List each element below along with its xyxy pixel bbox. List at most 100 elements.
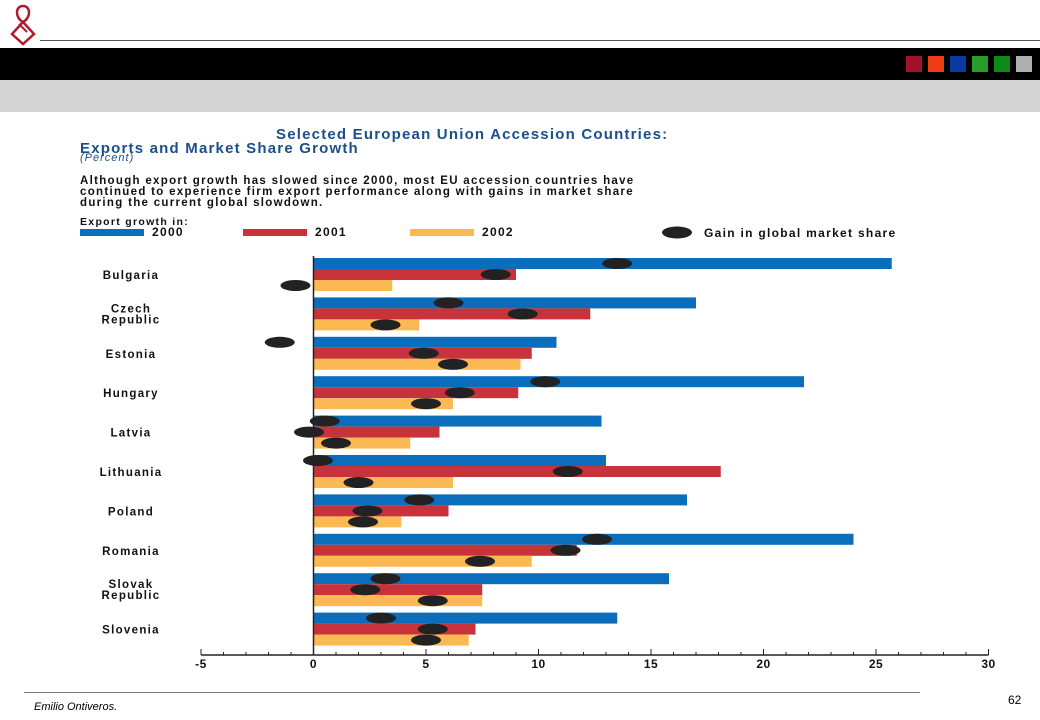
x-tick-label: 0 (310, 657, 317, 671)
color-squares (906, 56, 1032, 72)
legend-swatch-2000 (80, 229, 144, 236)
x-tick-label: 20 (756, 657, 770, 671)
color-square (994, 56, 1010, 72)
market-share-marker (552, 466, 583, 477)
market-share-marker (303, 455, 333, 466)
category-label: Romania (102, 546, 160, 558)
chart-description: Although export growth has slowed since … (80, 175, 1000, 209)
market-share-marker (582, 533, 612, 545)
legend-label-2002: 2002 (482, 225, 514, 239)
bar-2001 (313, 387, 519, 399)
market-share-marker (417, 595, 448, 607)
x-tick-label: 25 (869, 657, 883, 671)
market-share-marker (550, 544, 581, 556)
chart-subtitle: (Percent) (80, 152, 135, 164)
legend-marker-market-share (662, 226, 692, 239)
bar-2002 (313, 477, 453, 488)
market-share-marker (433, 297, 464, 309)
color-square (972, 56, 988, 72)
legend-swatch-2001 (243, 229, 307, 236)
bar-2000 (313, 415, 602, 427)
legend-swatch-2002 (410, 229, 474, 236)
category-label: Slovak (109, 579, 154, 591)
category-label: Slovenia (102, 625, 160, 637)
legend-label-2000: 2000 (152, 225, 184, 239)
bar-2002 (313, 634, 469, 646)
bar-2001 (313, 269, 516, 280)
x-tick-label: 5 (422, 657, 429, 671)
category-label: Bulgaria (103, 270, 159, 282)
chart-title: Selected European Union Accession Countr… (80, 126, 669, 157)
legend-label-2001: 2001 (315, 225, 347, 239)
market-share-marker (370, 319, 401, 331)
market-share-marker (294, 426, 324, 438)
market-share-marker (438, 358, 468, 370)
bar-2002 (313, 555, 532, 567)
export-growth-label: Export growth in: (80, 216, 190, 228)
category-label: Republic (102, 314, 161, 326)
footer-author: Emilio Ontiveros. (34, 701, 118, 713)
market-share-marker (352, 505, 383, 517)
market-share-marker (348, 516, 378, 528)
company-logo-icon (10, 4, 36, 46)
x-tick-label: 10 (531, 657, 545, 671)
color-square (906, 56, 922, 72)
market-share-marker (264, 336, 295, 348)
bar-2000 (313, 297, 696, 309)
market-share-marker (370, 573, 401, 585)
color-square (1016, 56, 1032, 72)
bar-2000 (313, 573, 669, 585)
category-label: Latvia (110, 428, 151, 440)
header-rule (40, 40, 1040, 41)
market-share-marker (343, 477, 374, 488)
category-label: Poland (108, 506, 154, 518)
market-share-marker (411, 398, 441, 410)
bar-2000 (313, 612, 618, 624)
bar-2001 (313, 308, 591, 320)
color-square (950, 56, 966, 72)
page-number: 62 (1008, 693, 1022, 707)
bar-2002 (313, 280, 393, 291)
bar-2002 (313, 319, 420, 331)
chart-title-line2: Exports and Market Share Growth (80, 140, 359, 157)
bar-2002 (313, 398, 453, 410)
category-label: Estonia (106, 349, 157, 361)
category-label: Czech (111, 303, 151, 315)
x-tick-label: 30 (981, 657, 995, 671)
header-band (0, 48, 1040, 80)
color-square (928, 56, 944, 72)
bar-2001 (313, 584, 483, 596)
market-share-marker (465, 555, 495, 567)
market-share-marker (602, 258, 633, 269)
bar-2002 (313, 595, 483, 607)
description-line: Although export growth has slowed since … (80, 175, 635, 187)
market-share-marker (408, 347, 439, 359)
market-share-marker (507, 308, 538, 320)
market-share-marker (411, 634, 441, 646)
bar-2000 (313, 494, 687, 506)
bar-2002 (313, 437, 411, 449)
bar-chart: 2000 2001 2002 Gain in global market share B… (80, 225, 995, 671)
bar-2001 (313, 623, 476, 635)
bar-2000 (313, 455, 606, 466)
bar-2001 (313, 426, 440, 438)
chart-title-line1: Selected European Union Accession Countr… (276, 126, 669, 143)
category-label: Republic (102, 590, 161, 602)
market-share-marker (444, 387, 475, 399)
market-share-marker (350, 584, 381, 596)
x-tick-label: 15 (644, 657, 658, 671)
bar-2001 (313, 544, 577, 556)
market-share-marker (309, 415, 340, 427)
bar-2001 (313, 466, 721, 477)
market-share-marker (366, 612, 396, 624)
market-share-marker (321, 437, 351, 449)
category-label: Hungary (103, 388, 159, 400)
legend-label-market-share: Gain in global market share (704, 226, 896, 240)
description-line: continued to experience firm export perf… (80, 186, 634, 198)
market-share-marker (480, 269, 511, 280)
subheader-band (0, 80, 1040, 112)
market-share-marker (280, 280, 311, 291)
footer-rule (24, 692, 920, 693)
category-label: Lithuania (100, 467, 163, 479)
bar-2002 (313, 358, 521, 370)
